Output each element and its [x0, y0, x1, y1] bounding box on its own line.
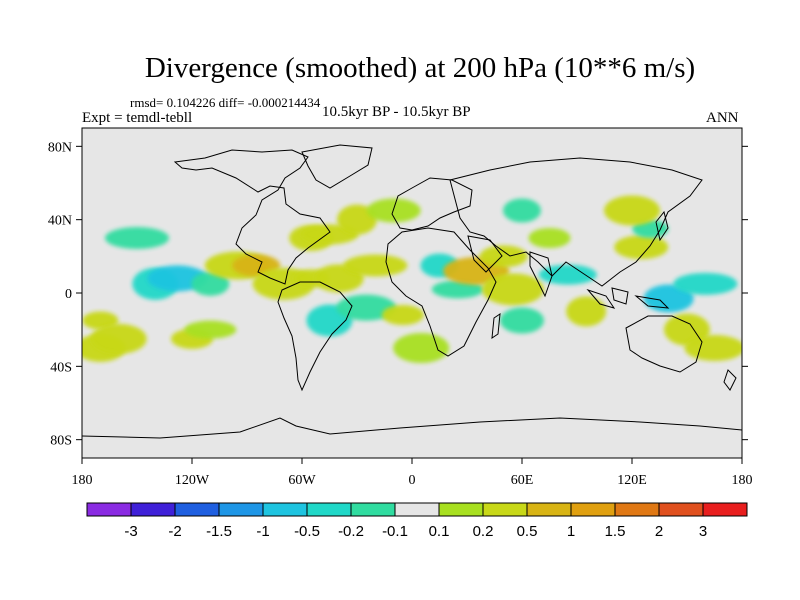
divergence-feature [393, 333, 450, 363]
colorbar-swatch [526, 502, 572, 517]
colorbar-label: -0.1 [382, 523, 408, 540]
lon-tick-label: 180 [72, 473, 93, 488]
colorbar-swatch [306, 502, 352, 517]
lat-tick-label: 80S [50, 434, 72, 449]
divergence-feature [481, 273, 544, 306]
divergence-feature [479, 245, 528, 268]
divergence-feature [343, 254, 408, 277]
colorbar-swatch [130, 502, 176, 517]
divergence-feature [431, 280, 484, 299]
colorbar-label: -1 [256, 523, 269, 540]
colorbar-swatch [350, 502, 396, 517]
divergence-field [82, 195, 742, 363]
lon-tick-label: 120W [175, 473, 210, 488]
divergence-feature [184, 320, 237, 339]
colorbar-swatch [86, 502, 132, 517]
experiment-label: Expt = temdl-tebll [82, 110, 193, 126]
divergence-feature [614, 235, 669, 260]
season-label: ANN [706, 110, 739, 126]
divergence-feature [673, 272, 738, 295]
divergence-feature [90, 323, 147, 354]
colorbar-swatch [614, 502, 660, 517]
colorbar-swatch [262, 502, 308, 517]
divergence-feature [503, 198, 541, 223]
axis-ticks: 80N 40N 0 40S 80S 180 120W 60W 0 60E 120E 180 [48, 140, 753, 488]
stats-text: rmsd= 0.104226 diff= -0.000214434 [130, 95, 321, 110]
divergence-feature [528, 228, 571, 248]
colorbar-label: 1 [567, 523, 575, 540]
divergence-feature [684, 335, 742, 361]
lon-tick-label: 0 [409, 473, 416, 488]
colorbar-swatch [394, 502, 440, 517]
colorbar-swatch [482, 502, 528, 517]
divergence-feature [604, 195, 660, 226]
period-label: 10.5kyr BP - 10.5kyr BP [322, 104, 471, 120]
colorbar-swatch [174, 502, 220, 517]
colorbar-label: -0.5 [294, 523, 320, 540]
colorbar-label: -2 [168, 523, 181, 540]
divergence-feature [191, 271, 230, 296]
coastlines [82, 144, 742, 439]
colorbar-swatch [570, 502, 616, 517]
colorbar-label: -3 [124, 523, 137, 540]
divergence-feature [381, 305, 424, 325]
plot-title: Divergence (smoothed) at 200 hPa (10**6 … [144, 52, 696, 84]
colorbar-label: 0.2 [473, 523, 494, 540]
lat-tick-label: 40N [48, 214, 72, 229]
divergence-feature [643, 284, 694, 313]
divergence-feature [500, 307, 544, 334]
colorbar-label: -0.2 [338, 523, 364, 540]
lon-tick-label: 180 [732, 473, 753, 488]
lat-tick-label: 80N [48, 140, 72, 155]
colorbar-label: 0.5 [517, 523, 538, 540]
lon-tick-label: 60E [511, 473, 534, 488]
colorbar-label: 3 [699, 523, 707, 540]
lon-tick-label: 60W [288, 473, 316, 488]
map-background [82, 128, 742, 458]
colorbar-label: 1.5 [605, 523, 626, 540]
divergence-feature [566, 296, 607, 327]
divergence-feature [538, 264, 597, 285]
divergence-feature [336, 294, 397, 321]
lat-tick-label: 40S [50, 360, 72, 375]
lon-tick-label: 120E [617, 473, 647, 488]
colorbar: -3 -2 -1.5 -1 -0.5 -0.2 -0.1 0.1 0.2 0.5 1 1.5 2 3 [86, 502, 748, 540]
colorbar-label: 0.1 [429, 523, 450, 540]
divergence-feature [105, 227, 169, 249]
colorbar-swatch [658, 502, 704, 517]
colorbar-label: 2 [655, 523, 663, 540]
colorbar-swatch [218, 502, 264, 517]
colorbar-swatch [438, 502, 484, 517]
colorbar-swatch [702, 502, 748, 517]
lat-tick-label: 0 [65, 287, 72, 302]
colorbar-label: -1.5 [206, 523, 232, 540]
